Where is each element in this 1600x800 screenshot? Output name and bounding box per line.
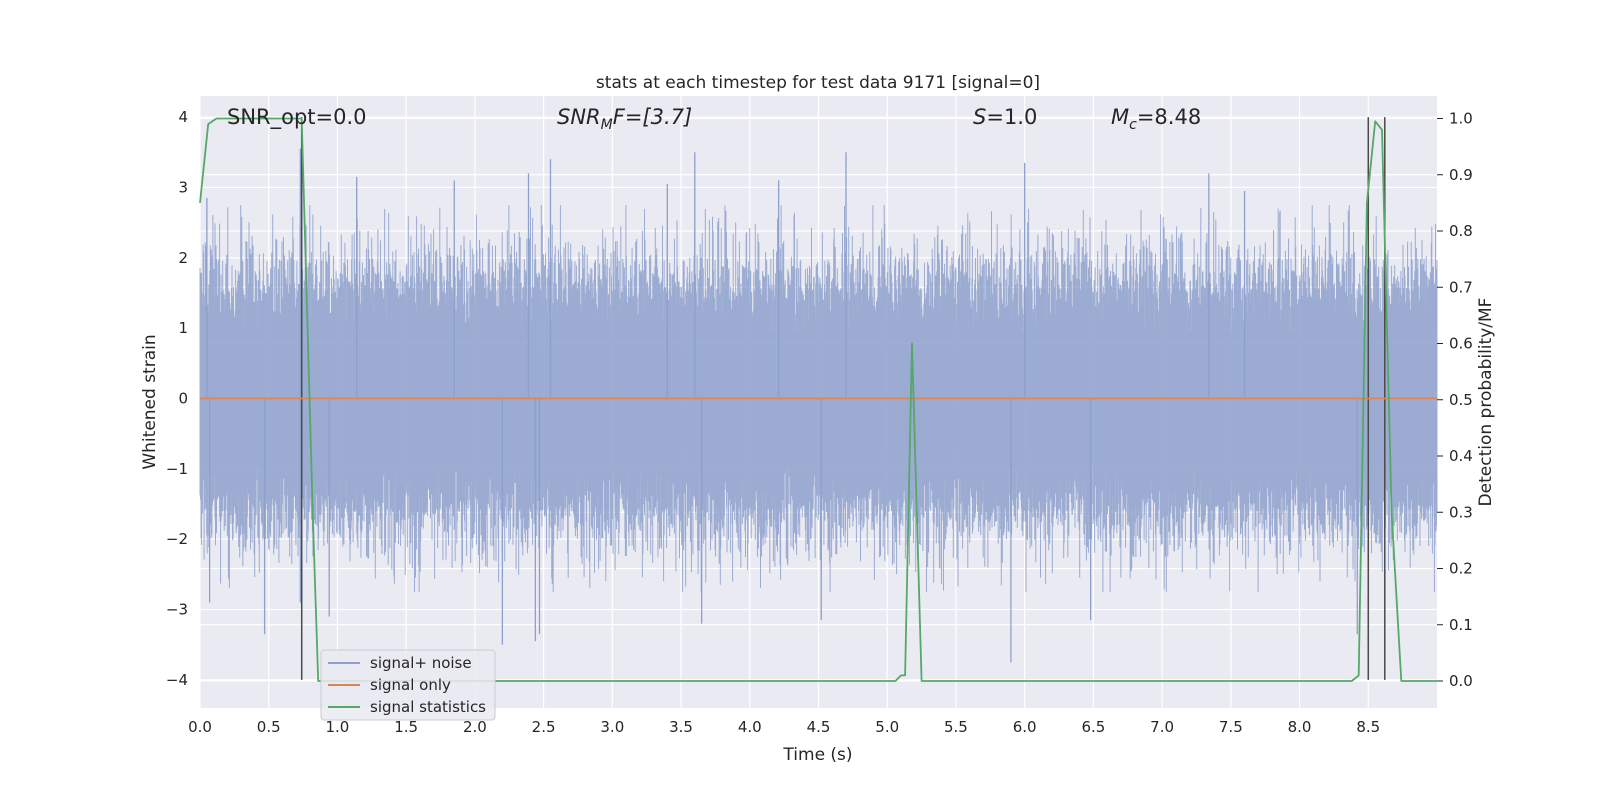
legend: signal+ noise signal only signal statist… <box>320 649 496 721</box>
annotation-snr-mf-prefix: SNR <box>557 105 601 129</box>
x-tick-label: 3.0 <box>600 718 624 736</box>
y-tick-label-right: 0.0 <box>1449 672 1473 690</box>
y-tick-label-right: 0.7 <box>1449 278 1473 296</box>
x-tick-label: 4.5 <box>807 718 831 736</box>
x-axis-label: Time (s) <box>782 745 852 765</box>
x-tick-label: 0.0 <box>188 718 212 736</box>
noise-trace <box>199 205 1438 592</box>
x-tick-label: 4.0 <box>738 718 762 736</box>
y-tick-label-right: 0.8 <box>1449 222 1473 240</box>
x-tick-label: 5.0 <box>875 718 899 736</box>
y-tick-label-left: 4 <box>178 108 188 126</box>
x-tick-label: 0.5 <box>257 718 281 736</box>
y-tick-label-right: 1.0 <box>1449 110 1473 128</box>
annotation-s-suffix: =1.0 <box>986 105 1037 129</box>
annotation-s: S=1.0 <box>973 105 1037 129</box>
x-tick-label: 2.0 <box>463 718 487 736</box>
x-tick-label: 7.5 <box>1219 718 1243 736</box>
annotation-s-prefix: S <box>973 105 986 129</box>
annotation-snr-mf-suffix: F=[3.7] <box>613 105 692 129</box>
y-axis-label-right: Detection probability/MF <box>1476 298 1496 507</box>
y-tick-label-right: 0.3 <box>1449 503 1473 521</box>
axis-ticks: 0.0 0.5 1.0 1.5 2.0 2.5 3.0 3.5 4.0 4.5 5.0 5.5 6.0 6… <box>166 108 1473 736</box>
y-tick-label-left: 0 <box>178 389 188 407</box>
y-axis-label-left: Whitened strain <box>140 334 160 469</box>
line-series-layer <box>199 117 1437 682</box>
annotation-mc: Mc=8.48 <box>1111 105 1201 133</box>
x-tick-label: 6.5 <box>1081 718 1105 736</box>
chart-title: stats at each timestep for test data 917… <box>596 73 1040 93</box>
y-tick-label-left: 2 <box>178 249 188 267</box>
y-tick-label-right: 0.2 <box>1449 560 1473 578</box>
x-tick-label: 6.0 <box>1013 718 1037 736</box>
legend-label-signal-statistics: signal statistics <box>370 698 486 716</box>
annotation-snr-opt: SNR_opt=0.0 <box>227 105 367 130</box>
x-tick-label: 8.5 <box>1356 718 1380 736</box>
y-tick-label-right: 0.4 <box>1449 447 1473 465</box>
x-tick-label: 1.5 <box>394 718 418 736</box>
y-tick-label-left: −3 <box>166 601 188 619</box>
y-tick-label-right: 0.9 <box>1449 166 1473 184</box>
annotation-mc-sub: c <box>1129 117 1137 133</box>
x-tick-label: 7.0 <box>1150 718 1174 736</box>
x-tick-label: 3.5 <box>669 718 693 736</box>
signal-statistics-line <box>199 117 1437 682</box>
signal-plus-noise-series <box>199 148 1438 663</box>
y-tick-label-left: −1 <box>166 460 188 478</box>
annotation-snr-mf-sub: M <box>601 117 613 133</box>
annotation-mc-suffix: =8.48 <box>1137 105 1201 129</box>
y-tick-label-left: −4 <box>166 671 188 689</box>
legend-label-signal-plus-noise: signal+ noise <box>370 654 472 672</box>
y-tick-label-right: 0.6 <box>1449 335 1473 353</box>
x-tick-label: 8.0 <box>1288 718 1312 736</box>
x-tick-label: 2.5 <box>532 718 556 736</box>
y-tick-label-right: 0.1 <box>1449 616 1473 634</box>
annotation-mc-prefix: M <box>1111 105 1129 129</box>
x-tick-label: 5.5 <box>944 718 968 736</box>
y-tick-label-left: 1 <box>178 319 188 337</box>
y-tick-label-left: −2 <box>166 530 188 548</box>
legend-box <box>320 649 496 721</box>
legend-label-signal-only: signal only <box>370 676 451 694</box>
y-tick-label-right: 0.5 <box>1449 391 1473 409</box>
y-tick-label-left: 3 <box>178 178 188 196</box>
annotation-snr-mf: SNRMF=[3.7] <box>557 105 692 133</box>
x-tick-label: 1.0 <box>326 718 350 736</box>
